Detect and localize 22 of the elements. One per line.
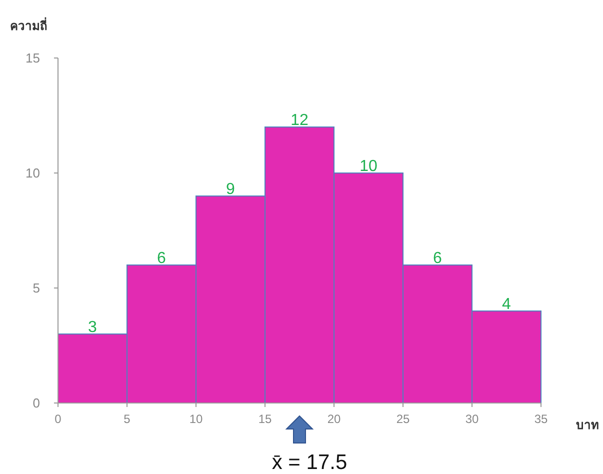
y-axis-title: ความถี่ bbox=[10, 17, 47, 33]
x-tick-label: 25 bbox=[396, 412, 410, 426]
x-tick-label: 0 bbox=[54, 412, 62, 426]
x-tick-label: 10 bbox=[189, 412, 203, 426]
x-tick-label: 35 bbox=[534, 412, 548, 426]
x-axis-title: บาท bbox=[576, 418, 599, 432]
y-tick-label: 5 bbox=[32, 280, 40, 296]
x-tick-label: 5 bbox=[124, 412, 131, 426]
y-tick-label: 10 bbox=[26, 166, 40, 180]
data-label: 9 bbox=[226, 181, 236, 198]
annotation: x̄ = 17.5 bbox=[272, 451, 348, 474]
x-tick-label: 30 bbox=[465, 412, 479, 426]
y-tick-label: 0 bbox=[32, 396, 40, 410]
x-tick-label: 20 bbox=[327, 412, 341, 426]
data-label: 4 bbox=[502, 296, 512, 313]
data-label: 10 bbox=[360, 158, 378, 175]
data-label: 6 bbox=[433, 250, 442, 267]
data-label: 6 bbox=[157, 250, 166, 267]
data-label: 3 bbox=[88, 319, 98, 336]
y-tick-label: 15 bbox=[26, 50, 40, 66]
x-tick-label: 15 bbox=[258, 412, 272, 426]
data-label: 12 bbox=[290, 112, 308, 129]
